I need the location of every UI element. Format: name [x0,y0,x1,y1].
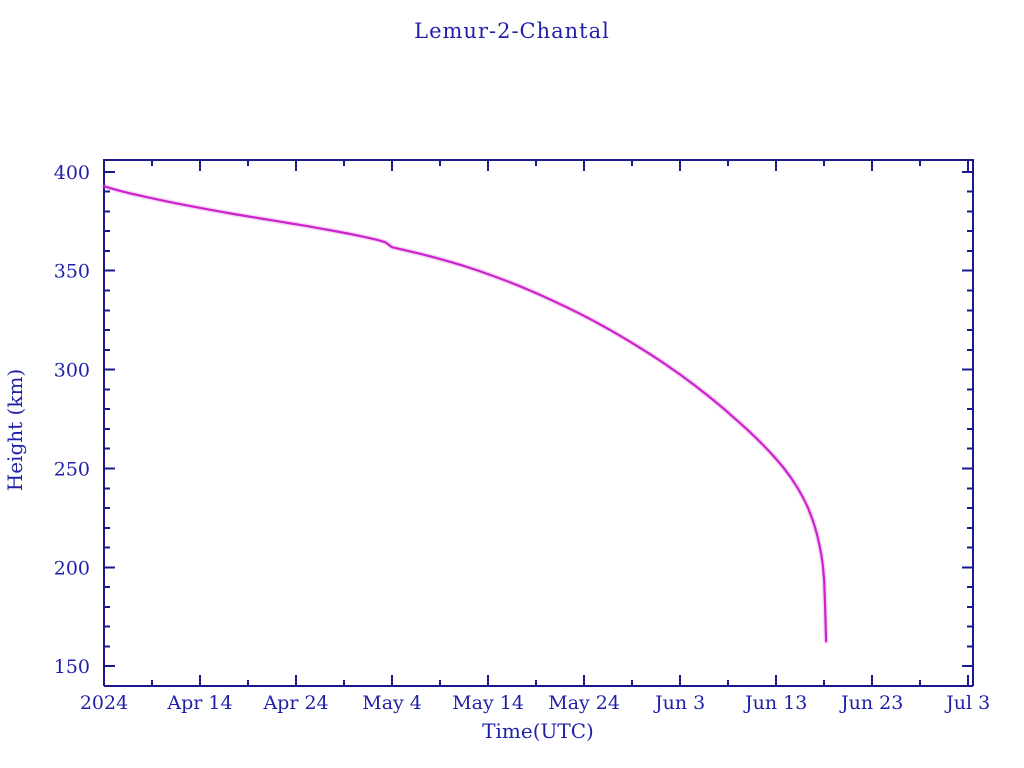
y-axis-tick-labels: 150 200 250 300 350 400 [54,162,90,678]
x-tick-label: 2024 [80,692,128,714]
y-tick-label: 300 [54,360,90,382]
x-tick-label: May 24 [548,692,620,714]
x-tick-label: May 4 [362,692,422,714]
x-tick-label: Jun 23 [839,692,903,714]
x-tick-label: Apr 24 [262,692,328,714]
y-axis-title: Height (km) [3,369,27,491]
x-tick-label: Jul 3 [944,692,990,714]
chart-title: Lemur-2-Chantal [414,19,610,43]
y-tick-label: 250 [54,458,90,480]
y-tick-label: 200 [54,557,90,579]
y-tick-label: 350 [54,261,90,283]
x-tick-label: Jun 3 [653,692,705,714]
x-tick-label: Apr 14 [166,692,232,714]
series-line [102,185,828,643]
x-axis-tick-labels: 2024 Apr 14 Apr 24 May 4 May 14 May 24 Jun 3 Ju… [80,692,990,714]
x-tick-label: May 14 [452,692,524,714]
x-axis-title: Time(UTC) [482,719,594,743]
x-tick-label: Jun 13 [743,692,807,714]
y-tick-label: 400 [54,162,90,184]
x-axis-ticks [103,160,970,686]
series-group [101,183,829,644]
y-tick-label: 150 [54,656,90,678]
plot-border [103,159,974,686]
y-axis-ticks [104,170,973,687]
